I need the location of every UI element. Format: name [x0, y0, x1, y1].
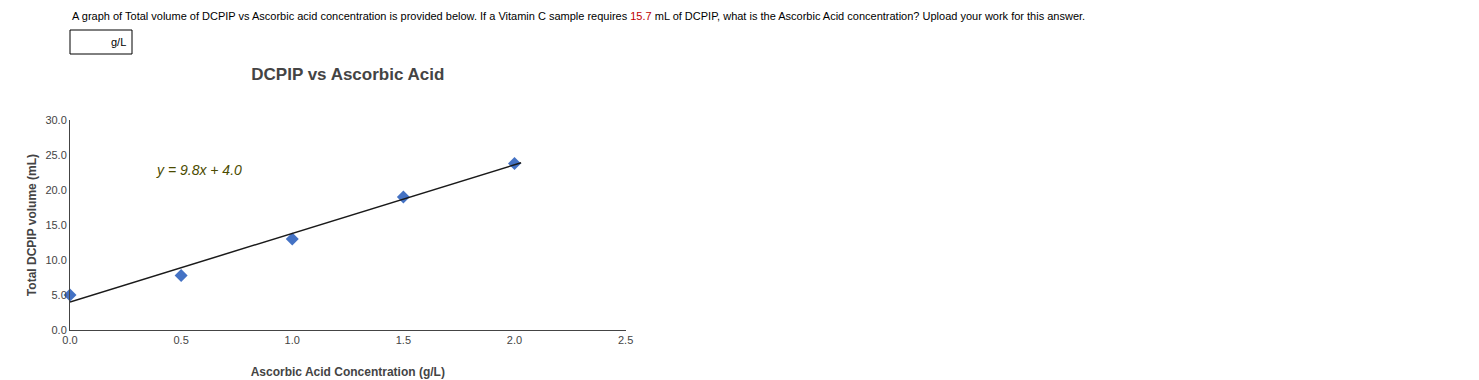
svg-text:1.5: 1.5 [396, 334, 411, 346]
svg-text:y = 9.8x + 4.0: y = 9.8x + 4.0 [156, 162, 242, 178]
svg-text:20.0: 20.0 [45, 184, 66, 196]
svg-text:2.5: 2.5 [618, 334, 633, 346]
svg-text:1.0: 1.0 [285, 334, 300, 346]
svg-text:0.0: 0.0 [52, 324, 67, 336]
svg-text:DCPIP vs Ascorbic Acid: DCPIP vs Ascorbic Acid [251, 65, 444, 84]
svg-text:0.5: 0.5 [173, 334, 188, 346]
svg-text:Ascorbic Acid Concentration (g: Ascorbic Acid Concentration (g/L) [251, 365, 445, 379]
svg-text:25.0: 25.0 [45, 149, 66, 161]
svg-text:0.0: 0.0 [62, 334, 77, 346]
svg-text:15.0: 15.0 [45, 219, 66, 231]
svg-text:A graph of Total volume of DCP: A graph of Total volume of DCPIP vs Asco… [72, 10, 1085, 22]
svg-text:5.0: 5.0 [52, 289, 67, 301]
svg-text:2.0: 2.0 [507, 334, 522, 346]
svg-text:Total DCPIP volume (mL): Total DCPIP volume (mL) [25, 154, 39, 296]
svg-text:10.0: 10.0 [45, 254, 66, 266]
svg-text:30.0: 30.0 [45, 114, 66, 126]
svg-text:g/L: g/L [111, 36, 126, 48]
